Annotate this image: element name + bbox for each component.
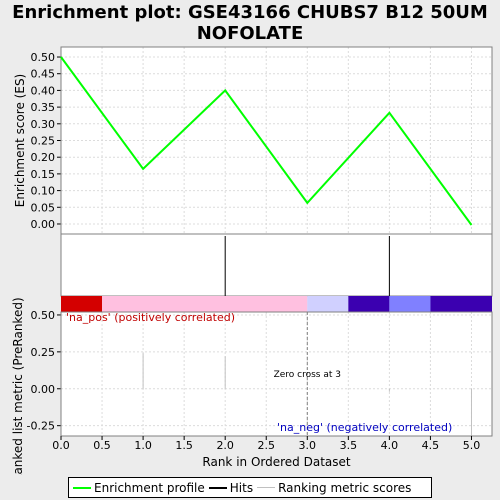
color-bar-segment: [102, 296, 308, 312]
title-line-1: Enrichment plot: GSE43166 CHUBS7 B12 50U…: [12, 2, 488, 23]
color-bar-segment: [61, 296, 103, 312]
xtick-label: 3.5: [340, 439, 358, 452]
hits-panel: [60, 233, 493, 312]
xtick-label: 5.0: [463, 439, 481, 452]
x-axis: 0.0 0.5 1.0 1.5 2.0 2.5 3.0 3.5 4.0 4.5 5.0 Rank in…: [52, 436, 480, 469]
xtick-label: 1.5: [175, 439, 193, 452]
es-ytick-label: 0.35: [31, 101, 56, 114]
legend-item-ranking-metric: Ranking metric scores: [257, 481, 411, 495]
es-ytick-label: 0.40: [31, 84, 56, 97]
ranked-metric-panel: 0.50 0.25 0.00 -0.25 Zero cross at 3 'na_pos'…: [11, 297, 493, 475]
es-ytick-label: 0.20: [31, 151, 56, 164]
xtick-label: 0.0: [52, 439, 70, 452]
metric-ytick-label: -0.25: [27, 420, 55, 433]
legend-item-hits: Hits: [208, 480, 254, 495]
metric-ytick-label: 0.00: [31, 383, 56, 396]
es-plot-area: [61, 47, 492, 234]
zero-cross-label: Zero cross at 3: [274, 370, 341, 380]
es-ytick-label: 0.30: [31, 118, 56, 131]
title-line-2: NOFOLATE: [196, 23, 304, 44]
legend-label-hits: Hits: [229, 480, 254, 495]
legend-swatch-ranking: [257, 487, 276, 488]
es-ytick-label: 0.50: [31, 51, 56, 64]
legend-swatch-hits: [208, 486, 227, 489]
es-ytick-label: 0.25: [31, 135, 56, 148]
xtick-label: 2.0: [216, 439, 234, 452]
es-ytick-label: 0.00: [31, 218, 56, 231]
positive-correlation-label: 'na_pos' (positively correlated): [66, 311, 235, 324]
es-panel: 0.50 0.45 0.40 0.35 0.30 0.25 0.20 0.15 0.10 0.05…: [13, 46, 493, 235]
legend-label-ranking: Ranking metric scores: [278, 480, 412, 495]
es-ytick-label: 0.15: [31, 168, 56, 181]
xtick-label: 0.5: [93, 439, 111, 452]
es-ylabel: Enrichment score (ES): [13, 74, 27, 207]
legend: Enrichment profile Hits Ranking metric s…: [68, 477, 432, 498]
metric-frame: [60, 311, 493, 437]
xtick-label: 3.0: [299, 439, 317, 452]
xlabel: Rank in Ordered Dataset: [202, 455, 350, 469]
hits-area: [60, 233, 493, 297]
color-bar-segment: [307, 296, 349, 312]
legend-swatch-enrichment: [73, 486, 91, 489]
enrichment-profile-line: [60, 56, 473, 226]
legend-item-enrichment-profile: Enrichment profile: [73, 481, 205, 495]
metric-ytick-label: 0.50: [31, 309, 56, 322]
color-bar-segment: [430, 296, 492, 312]
xtick-label: 4.0: [381, 439, 399, 452]
xtick-label: 2.5: [257, 439, 275, 452]
metric-ytick-label: 0.25: [31, 346, 56, 359]
xtick-label: 1.0: [134, 439, 152, 452]
es-ytick-label: 0.05: [31, 201, 56, 214]
metric-plot-area: [61, 312, 492, 436]
color-bar-segment: [348, 296, 390, 312]
es-ytick-label: 0.10: [31, 185, 56, 198]
chart-title: Enrichment plot: GSE43166 CHUBS7 B12 50U…: [0, 2, 500, 44]
xtick-label: 4.5: [422, 439, 440, 452]
legend-label-enrichment: Enrichment profile: [94, 480, 205, 495]
es-ytick-label: 0.45: [31, 68, 56, 81]
color-bar-segment: [389, 296, 431, 312]
negative-correlation-label: 'na_neg' (negatively correlated): [277, 421, 452, 434]
metric-ylabel: Ranked list metric (PreRanked): [11, 297, 25, 475]
enrichment-plot: 0.500.450.400.350.300.250.200.150.100.05…: [11, 46, 493, 475]
